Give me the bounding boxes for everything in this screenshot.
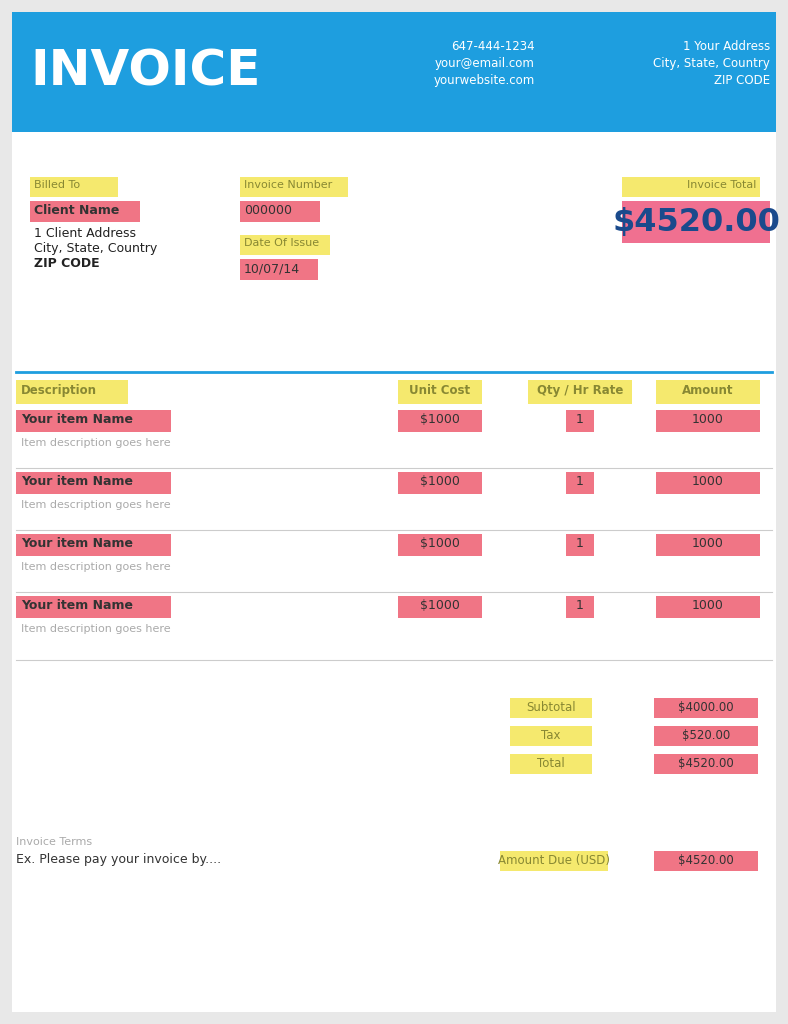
Text: Amount Due (USD): Amount Due (USD) [498, 854, 610, 867]
Bar [240, 201, 320, 222]
Text: yourwebsite.com: yourwebsite.com [433, 74, 535, 87]
Text: Invoice Number: Invoice Number [244, 180, 333, 190]
Bar [16, 472, 171, 494]
Text: Unit Cost: Unit Cost [410, 384, 470, 397]
Text: Your item Name: Your item Name [21, 475, 133, 488]
Text: ZIP CODE: ZIP CODE [714, 74, 770, 87]
Bar [654, 754, 758, 774]
Bar [656, 380, 760, 404]
Bar [12, 12, 776, 132]
Bar [240, 234, 330, 255]
Text: INVOICE: INVOICE [30, 48, 260, 96]
Text: Item description goes here: Item description goes here [21, 500, 171, 510]
Text: $1000: $1000 [420, 475, 460, 488]
Text: City, State, Country: City, State, Country [653, 57, 770, 70]
Text: 10/07/14: 10/07/14 [244, 262, 300, 275]
Text: $1000: $1000 [420, 413, 460, 426]
Bar [398, 596, 482, 618]
Text: Client Name: Client Name [34, 204, 119, 217]
Text: Subtotal: Subtotal [526, 701, 576, 714]
Bar [398, 410, 482, 432]
Text: Description: Description [21, 384, 97, 397]
Text: Your item Name: Your item Name [21, 599, 133, 612]
Text: Invoice Total: Invoice Total [686, 180, 756, 190]
Bar [656, 596, 760, 618]
Text: City, State, Country: City, State, Country [34, 242, 158, 255]
Text: $4520.00: $4520.00 [678, 854, 734, 867]
Text: $1000: $1000 [420, 537, 460, 550]
Text: ZIP CODE: ZIP CODE [34, 257, 99, 270]
Bar [510, 726, 592, 746]
Bar [30, 201, 140, 222]
Text: $4520.00: $4520.00 [678, 757, 734, 770]
Text: 1 Your Address: 1 Your Address [682, 40, 770, 53]
Bar [654, 726, 758, 746]
Text: 1000: 1000 [692, 537, 724, 550]
Text: 1: 1 [576, 475, 584, 488]
Bar [398, 380, 482, 404]
Bar [566, 472, 594, 494]
Text: 1 Client Address: 1 Client Address [34, 227, 136, 240]
Bar [30, 177, 118, 197]
Bar [240, 259, 318, 280]
Bar [398, 534, 482, 556]
Text: 647-444-1234: 647-444-1234 [452, 40, 535, 53]
Bar [656, 410, 760, 432]
Text: Item description goes here: Item description goes here [21, 624, 171, 634]
Text: Ex. Please pay your invoice by....: Ex. Please pay your invoice by.... [16, 853, 221, 866]
Text: Billed To: Billed To [34, 180, 80, 190]
Bar [566, 410, 594, 432]
Bar [510, 754, 592, 774]
Text: 1: 1 [576, 537, 584, 550]
Bar [16, 534, 171, 556]
Text: Amount: Amount [682, 384, 734, 397]
Bar [528, 380, 632, 404]
Text: $4520.00: $4520.00 [612, 207, 780, 238]
Bar [566, 596, 594, 618]
Bar [656, 534, 760, 556]
Text: $1000: $1000 [420, 599, 460, 612]
Text: Tax: Tax [541, 729, 561, 742]
Bar [622, 177, 760, 197]
Bar [240, 177, 348, 197]
Text: 1: 1 [576, 413, 584, 426]
Text: Qty / Hr Rate: Qty / Hr Rate [537, 384, 623, 397]
Text: 1000: 1000 [692, 413, 724, 426]
Text: 1000: 1000 [692, 475, 724, 488]
Bar [656, 472, 760, 494]
Bar [500, 851, 608, 871]
Text: 1: 1 [576, 599, 584, 612]
Text: Item description goes here: Item description goes here [21, 562, 171, 572]
Text: 000000: 000000 [244, 204, 292, 217]
Text: Date Of Issue: Date Of Issue [244, 238, 319, 248]
Bar [654, 698, 758, 718]
Bar [566, 534, 594, 556]
Text: Total: Total [537, 757, 565, 770]
Text: Your item Name: Your item Name [21, 413, 133, 426]
Text: 1000: 1000 [692, 599, 724, 612]
Text: $4000.00: $4000.00 [678, 701, 734, 714]
Text: Item description goes here: Item description goes here [21, 438, 171, 449]
Bar [510, 698, 592, 718]
Bar [622, 201, 770, 243]
Text: your@email.com: your@email.com [435, 57, 535, 70]
Text: Your item Name: Your item Name [21, 537, 133, 550]
Bar [398, 472, 482, 494]
Bar [16, 410, 171, 432]
Bar [654, 851, 758, 871]
Text: Invoice Terms: Invoice Terms [16, 837, 92, 847]
Bar [16, 596, 171, 618]
Text: $520.00: $520.00 [682, 729, 730, 742]
Bar [16, 380, 128, 404]
